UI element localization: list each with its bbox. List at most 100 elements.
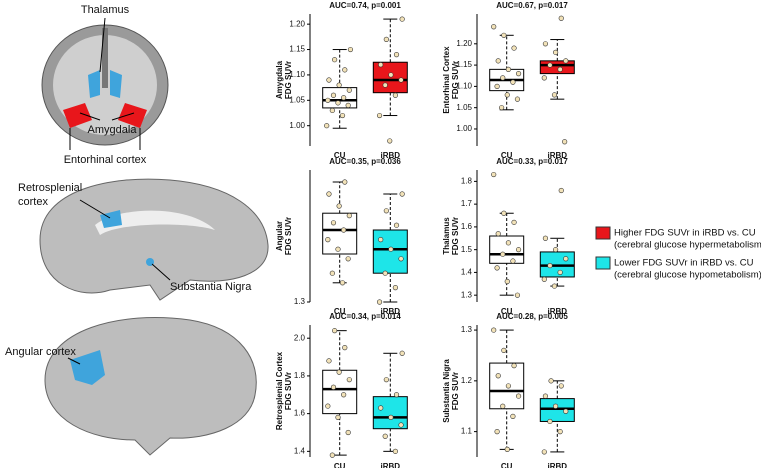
y-tick-label: 1.7 bbox=[461, 199, 473, 208]
data-point bbox=[347, 46, 354, 53]
data-point bbox=[392, 448, 398, 454]
data-point bbox=[330, 384, 337, 390]
y-tick-label: 1.3 bbox=[461, 325, 473, 334]
data-point bbox=[326, 77, 332, 83]
data-point bbox=[336, 82, 342, 88]
data-point bbox=[329, 270, 335, 276]
chart-title: AUC=0.34, p=0.014 bbox=[329, 312, 401, 321]
data-point bbox=[501, 347, 507, 353]
data-point bbox=[500, 75, 506, 81]
x-tick-label: CU bbox=[334, 151, 346, 160]
data-point bbox=[557, 269, 563, 276]
data-point bbox=[505, 383, 511, 389]
data-point bbox=[558, 187, 564, 194]
box bbox=[372, 61, 408, 94]
data-point bbox=[499, 105, 505, 111]
data-point bbox=[541, 449, 547, 455]
data-point bbox=[325, 237, 331, 243]
data-point bbox=[563, 58, 569, 64]
data-point bbox=[376, 112, 383, 119]
data-point bbox=[542, 393, 549, 399]
data-point bbox=[399, 191, 405, 197]
data-point bbox=[332, 328, 338, 334]
data-point bbox=[494, 265, 500, 271]
box bbox=[539, 60, 575, 75]
data-point bbox=[494, 83, 500, 89]
data-point bbox=[515, 247, 522, 253]
data-point bbox=[383, 377, 389, 383]
y-tick-label: 1.1 bbox=[461, 427, 473, 436]
data-point bbox=[336, 369, 342, 375]
data-point bbox=[510, 413, 516, 419]
data-point bbox=[339, 112, 346, 119]
data-point bbox=[378, 237, 384, 243]
data-point bbox=[505, 240, 511, 246]
y-tick-label: 1.4 bbox=[461, 268, 473, 277]
data-point bbox=[541, 75, 547, 81]
data-point bbox=[500, 251, 506, 257]
data-point bbox=[330, 220, 337, 226]
data-point bbox=[553, 49, 559, 55]
data-point bbox=[501, 32, 507, 38]
y-tick-label: 1.15 bbox=[289, 45, 305, 54]
brain-label: Entorhinal cortex bbox=[64, 154, 147, 166]
data-point bbox=[398, 422, 404, 428]
data-point bbox=[511, 45, 517, 51]
y-tick-label: 2.0 bbox=[294, 333, 306, 342]
chart-title: AUC=0.33, p=0.017 bbox=[496, 157, 568, 166]
data-point bbox=[332, 57, 338, 63]
data-point bbox=[542, 41, 549, 47]
x-tick-label: CU bbox=[334, 462, 346, 468]
box bbox=[322, 212, 358, 255]
y-tick-label: 1.20 bbox=[289, 19, 305, 28]
y-tick-label: 1.15 bbox=[456, 60, 472, 69]
y-tick-label: 1.6 bbox=[461, 222, 473, 231]
data-point bbox=[383, 208, 389, 214]
brain-label: cortex bbox=[18, 196, 48, 208]
data-point bbox=[501, 210, 507, 216]
data-point bbox=[542, 235, 549, 241]
y-tick-label: 1.00 bbox=[289, 121, 305, 130]
data-point bbox=[547, 262, 553, 269]
x-tick-label: CU bbox=[334, 307, 346, 316]
data-point bbox=[326, 191, 332, 197]
x-tick-label: iRBD bbox=[381, 307, 401, 316]
data-point bbox=[511, 363, 517, 369]
data-point bbox=[514, 292, 521, 298]
data-point bbox=[325, 403, 331, 409]
x-tick-label: CU bbox=[501, 151, 513, 160]
data-point bbox=[336, 203, 342, 209]
pointer bbox=[67, 357, 81, 365]
y-axis-label: Retrosplenial Cortex bbox=[275, 351, 284, 430]
box bbox=[539, 398, 575, 422]
pointer bbox=[151, 263, 171, 281]
data-point bbox=[325, 97, 331, 103]
y-tick-label: 1.05 bbox=[456, 103, 472, 112]
data-point bbox=[558, 15, 564, 21]
data-point bbox=[341, 95, 347, 101]
data-point bbox=[392, 92, 398, 98]
y-tick-label: 1.5 bbox=[461, 245, 473, 254]
y-tick-label: 1.05 bbox=[289, 95, 305, 104]
data-point bbox=[342, 67, 348, 73]
y-axis-label: FDG SUVr bbox=[284, 61, 293, 99]
x-tick-label: iRBD bbox=[381, 462, 401, 468]
data-point bbox=[330, 92, 337, 98]
data-point bbox=[398, 77, 404, 83]
legend-label: (cerebral glucose hypometabolism) bbox=[614, 270, 761, 281]
data-point bbox=[383, 36, 389, 42]
data-point bbox=[345, 102, 351, 108]
y-axis-label: Entorhinal Cortex bbox=[442, 46, 451, 114]
y-tick-label: 1.3 bbox=[294, 297, 306, 306]
data-point bbox=[335, 246, 341, 252]
data-point bbox=[511, 219, 517, 225]
data-point bbox=[514, 96, 521, 102]
legend-label: (cerebral glucose hypermetabolism) bbox=[614, 240, 761, 251]
legend-label: Higher FDG SUVr in iRBD vs. CU bbox=[614, 228, 756, 239]
data-point bbox=[341, 227, 347, 233]
data-point bbox=[393, 392, 400, 398]
data-point bbox=[504, 446, 510, 452]
data-point bbox=[382, 82, 388, 88]
data-point bbox=[392, 285, 398, 291]
